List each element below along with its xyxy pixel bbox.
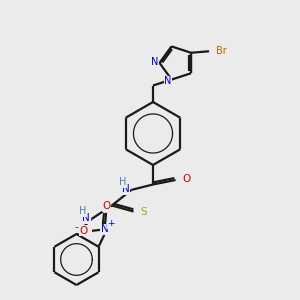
Text: O: O xyxy=(80,226,88,236)
Text: N: N xyxy=(82,213,90,224)
Text: N: N xyxy=(122,184,130,194)
Text: N: N xyxy=(151,56,158,67)
Text: O: O xyxy=(182,174,190,184)
Text: +: + xyxy=(107,220,115,229)
Text: S: S xyxy=(140,207,147,217)
Text: N: N xyxy=(164,76,172,86)
Text: H: H xyxy=(79,206,86,217)
Text: Br: Br xyxy=(216,46,226,56)
Text: -: - xyxy=(74,222,78,232)
Text: O: O xyxy=(103,201,111,211)
Text: H: H xyxy=(119,177,127,188)
Text: N: N xyxy=(101,224,109,234)
